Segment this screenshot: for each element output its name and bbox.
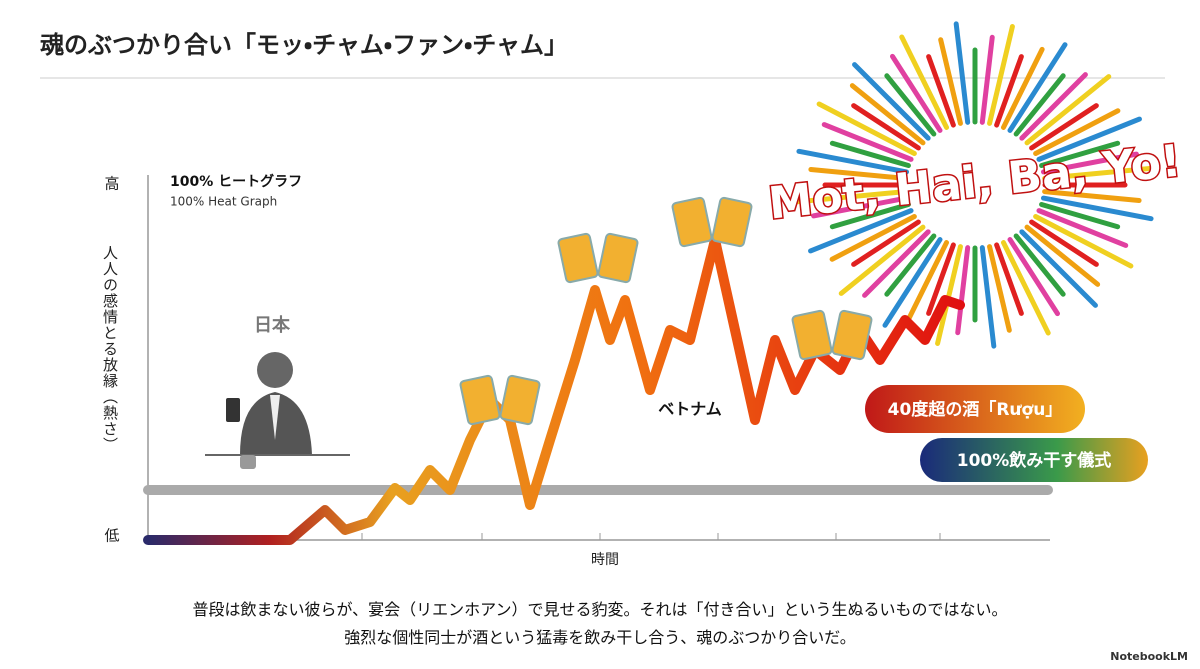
firework-ray — [926, 242, 956, 316]
title: 魂のぶつかり合い「モッ・チャム・ファン・チャム」 — [40, 31, 568, 59]
x-ticks — [361, 533, 941, 540]
firework-ray — [816, 101, 917, 156]
firework-ray — [829, 214, 917, 262]
firework-ray — [849, 83, 926, 146]
firework-ray — [979, 34, 995, 125]
firework-ray — [935, 244, 963, 346]
firework-ray — [994, 54, 1024, 128]
firework-ray — [979, 245, 997, 349]
caption-line: 普段は飲まない彼らが、宴会（リエンホアン）で見せる豹変。それは「付き合い」という… — [192, 600, 1008, 619]
glass — [597, 232, 639, 284]
firework-ray — [955, 245, 971, 336]
firework-ray — [1033, 214, 1134, 269]
firework-ray — [905, 240, 950, 324]
firework-ray — [1007, 237, 1060, 317]
firework-ray — [890, 53, 943, 133]
firework-ray — [851, 219, 921, 267]
japan-figure: 日本 — [205, 314, 350, 469]
firework-ray — [793, 189, 908, 205]
toast-glasses — [459, 196, 873, 426]
firework-ray — [1029, 219, 1099, 267]
firework-ray — [1013, 233, 1066, 297]
firework-ray — [938, 37, 963, 126]
callout-pill — [865, 385, 1085, 433]
firework-ray — [994, 242, 1024, 316]
firework-ray — [811, 195, 910, 219]
brand: NotebookLM — [1110, 650, 1188, 663]
firework-ray — [808, 166, 908, 181]
firework-ray — [1007, 42, 1068, 133]
firework-ray — [1042, 165, 1157, 181]
firework-ray — [838, 224, 926, 296]
callout-text: 100%飲み干す儀式 — [957, 450, 1112, 471]
firework-ray — [829, 201, 911, 230]
glass — [459, 374, 501, 426]
callout-pill — [920, 438, 1148, 482]
firework-ray — [1040, 151, 1139, 175]
firework-ray — [884, 73, 937, 137]
firework-ray — [1024, 224, 1101, 287]
firework-ray — [987, 244, 1012, 333]
firework-ray — [862, 229, 931, 298]
firework-ray — [1036, 116, 1142, 162]
fireworks — [793, 21, 1157, 349]
graph-heading: 100% ヒートグラフ — [170, 173, 302, 190]
glass — [499, 374, 541, 426]
vietnam-label: ベトナム — [658, 400, 722, 419]
firework-ray — [884, 233, 937, 297]
firework-ray — [1033, 108, 1121, 156]
x-label: 時間 — [591, 552, 619, 568]
firework-ray — [821, 122, 914, 162]
firework-ray — [1013, 73, 1066, 137]
graph-subheading: 100% Heat Graph — [170, 195, 277, 209]
glass — [831, 309, 873, 361]
firework-ray — [899, 34, 950, 130]
firework-ray — [852, 62, 931, 141]
firework-ray — [851, 103, 921, 151]
firework-ray — [1029, 103, 1099, 151]
firework-ray — [926, 54, 956, 128]
firework-ray — [1039, 140, 1121, 169]
firework-ray — [1000, 46, 1045, 130]
firework-ray — [1039, 201, 1121, 230]
glass — [791, 309, 833, 361]
firework-ray — [796, 148, 910, 175]
glass — [711, 196, 753, 248]
firework-ray — [987, 24, 1015, 126]
firework-ray — [829, 140, 911, 169]
firework-ray — [1024, 74, 1112, 146]
firework-ray — [1000, 240, 1051, 336]
firework-ray — [808, 208, 914, 254]
firework-ray — [953, 21, 971, 125]
firework-ray — [1036, 208, 1129, 248]
firework-ray — [882, 237, 943, 328]
japan-label: 日本 — [254, 314, 291, 336]
y-label: 人人の感情とる放縁（熱さ） — [101, 245, 119, 453]
firework-ray — [1019, 229, 1098, 308]
caption-line: 強烈な個性同士が酒という猛毒を飲み干し合う、魂のぶつかり合いだ。 — [344, 628, 856, 647]
glass — [671, 196, 713, 248]
callout-text: 40度超の酒「Rượu」 — [888, 399, 1063, 420]
firework-ray — [1042, 189, 1142, 204]
glass — [557, 232, 599, 284]
y-high: 高 — [104, 175, 119, 193]
firework-ray — [1040, 195, 1154, 222]
firework-ray — [1019, 72, 1088, 141]
y-low: 低 — [104, 527, 119, 545]
